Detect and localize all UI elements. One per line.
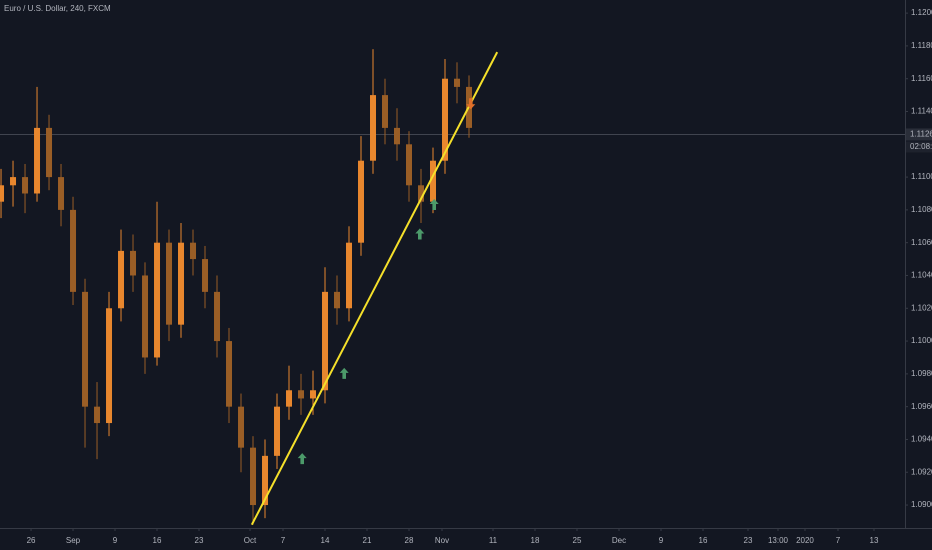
candle-body <box>106 308 113 424</box>
y-tick-label: 1.09200 <box>911 467 932 476</box>
candle-body <box>0 185 5 202</box>
candle-body <box>238 406 245 448</box>
x-tick-label: 2020 <box>796 536 814 545</box>
candle-body <box>190 242 197 260</box>
x-tick-label: 14 <box>321 536 330 545</box>
trendline <box>250 51 499 526</box>
candle-body <box>46 127 53 178</box>
candle-body <box>166 242 173 325</box>
y-tick-label: 1.12000 <box>911 8 932 17</box>
candle-body <box>370 95 377 161</box>
x-tick-label: 9 <box>659 536 664 545</box>
y-tick-label: 1.11400 <box>911 107 932 116</box>
signal-arrow <box>429 198 439 210</box>
y-tick-label: 1.11800 <box>911 41 932 50</box>
candle-body <box>334 291 341 309</box>
candle-body <box>453 78 460 87</box>
x-tick-label: 9 <box>113 536 118 545</box>
x-tick-label: 16 <box>699 536 708 545</box>
countdown-box <box>906 141 932 153</box>
x-tick-label: 16 <box>153 536 162 545</box>
x-tick-label: 13 <box>870 536 879 545</box>
y-tick-label: 1.09000 <box>911 500 932 509</box>
candle-body <box>394 127 401 145</box>
y-tick-label: 1.11000 <box>911 172 932 181</box>
candle-body <box>274 406 281 456</box>
candle-body <box>94 406 101 424</box>
x-tick-label: 23 <box>744 536 753 545</box>
candle-body <box>358 160 365 243</box>
x-tick-label: 18 <box>531 536 540 545</box>
candle-body <box>10 177 17 186</box>
signal-arrow <box>415 228 425 240</box>
candle-body <box>322 291 329 391</box>
x-tick-label: 23 <box>195 536 204 545</box>
y-tick-label: 1.10600 <box>911 238 932 247</box>
candle-body <box>214 291 221 342</box>
x-tick-label: 25 <box>573 536 582 545</box>
chart-title: Euro / U.S. Dollar, 240, FXCM <box>4 4 111 13</box>
y-tick-label: 1.10200 <box>911 303 932 312</box>
y-tick-label: 1.09600 <box>911 402 932 411</box>
y-tick-label: 1.10400 <box>911 271 932 280</box>
candle-body <box>286 390 293 407</box>
candle-body <box>382 95 389 128</box>
x-tick-label: 7 <box>281 536 286 545</box>
x-tick-label: 21 <box>363 536 372 545</box>
x-tick-label: 11 <box>489 536 498 545</box>
candle-body <box>250 447 257 506</box>
signal-arrow <box>466 98 476 110</box>
x-tick-label: Nov <box>435 536 449 545</box>
candle-body <box>202 259 209 292</box>
x-tick-label: Dec <box>612 536 626 545</box>
candle-body <box>70 209 77 292</box>
x-tick-label: 28 <box>405 536 414 545</box>
x-tick-label: 7 <box>836 536 841 545</box>
candle-body <box>430 160 437 202</box>
x-tick-label: 13:00 <box>768 536 789 545</box>
candle-body <box>154 242 161 358</box>
candle-body <box>310 390 317 399</box>
candle-body <box>262 455 269 506</box>
candle-body <box>178 242 185 325</box>
candle-body <box>346 242 353 309</box>
candle-body <box>142 275 149 358</box>
candle-body <box>22 177 29 194</box>
signal-arrow <box>339 367 349 379</box>
candle-body <box>406 144 413 186</box>
last-price-box <box>906 128 932 141</box>
countdown-label: 02:08:39 <box>910 142 932 151</box>
y-tick-label: 1.09800 <box>911 369 932 378</box>
y-tick-label: 1.10800 <box>911 205 932 214</box>
candle-body <box>130 250 137 276</box>
y-tick-label: 1.11600 <box>911 74 932 83</box>
candle-body <box>118 250 125 309</box>
y-tick-label: 1.10000 <box>911 336 932 345</box>
candle-body <box>418 185 425 202</box>
y-tick-label: 1.09400 <box>911 435 932 444</box>
candle-body <box>226 341 233 407</box>
candle-body <box>82 291 89 407</box>
x-tick-label: Oct <box>244 536 257 545</box>
x-tick-label: 26 <box>27 536 36 545</box>
candle-body <box>298 390 305 399</box>
x-tick-label: Sep <box>66 536 81 545</box>
candle-body <box>34 127 41 194</box>
candle-body <box>442 78 449 161</box>
signal-arrow <box>297 453 307 465</box>
candle-body <box>58 177 65 210</box>
